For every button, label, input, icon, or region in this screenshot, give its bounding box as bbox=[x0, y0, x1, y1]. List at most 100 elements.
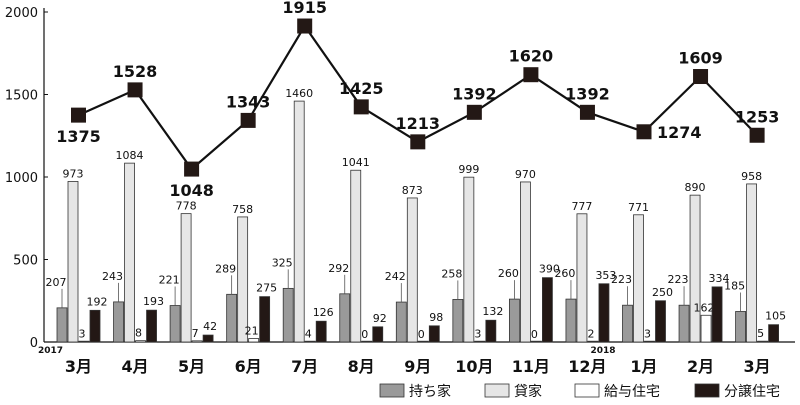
bar-value-label: 242 bbox=[385, 270, 406, 283]
bar-3-7 bbox=[417, 340, 429, 343]
line-value-label: 1392 bbox=[565, 84, 610, 103]
bar-1-9 bbox=[508, 298, 520, 343]
x-tick-label: 9月 bbox=[404, 357, 431, 376]
line-marker bbox=[523, 67, 539, 83]
bar-4-5 bbox=[315, 320, 327, 343]
bar-value-label: 5 bbox=[757, 327, 764, 340]
bar-value-label: 162 bbox=[694, 301, 715, 314]
bar-value-label: 3 bbox=[474, 328, 481, 341]
bar-1-8 bbox=[452, 299, 464, 343]
bar-value-label: 958 bbox=[741, 170, 762, 183]
bar-value-label: 260 bbox=[498, 267, 519, 280]
bar-value-label: 1041 bbox=[342, 156, 370, 169]
bar-2-12 bbox=[689, 194, 701, 343]
y-tick-label: 2000 bbox=[5, 6, 38, 21]
bar-1-10 bbox=[565, 298, 577, 343]
bar-3-9 bbox=[531, 340, 542, 343]
bar-3-11 bbox=[644, 340, 655, 343]
bar-4-2 bbox=[146, 309, 157, 343]
bar-value-label: 289 bbox=[215, 262, 236, 275]
bar-2-1 bbox=[67, 181, 79, 343]
bar-4-3 bbox=[202, 334, 214, 343]
bar-value-label: 7 bbox=[192, 327, 199, 340]
line-marker bbox=[466, 104, 482, 120]
bar-value-label: 0 bbox=[531, 328, 538, 341]
legend-label: 貸家 bbox=[514, 383, 542, 400]
line-marker bbox=[749, 127, 765, 143]
bar-group-10: 260 777 2 353 bbox=[554, 200, 616, 343]
bar-group-9: 260 970 0 390 bbox=[498, 168, 560, 343]
bar-2-10 bbox=[576, 213, 588, 343]
line-marker bbox=[410, 134, 426, 150]
bar-2-7 bbox=[406, 197, 418, 343]
line-value-label: 1343 bbox=[226, 92, 271, 111]
bar-value-label: 325 bbox=[272, 256, 293, 269]
line-marker bbox=[127, 82, 143, 98]
bar-4-9 bbox=[542, 277, 553, 343]
bar-value-label: 4 bbox=[305, 327, 312, 340]
bar-group-4: 289 758 21 275 bbox=[215, 203, 277, 343]
x-tick-label: 3月 bbox=[744, 357, 771, 376]
y-tick-label: 1500 bbox=[5, 89, 38, 104]
legend-item-1: 持ち家 bbox=[379, 383, 451, 400]
x-tick-label: 4月 bbox=[121, 357, 148, 376]
bar-3-5 bbox=[304, 340, 316, 343]
bar-value-label: 105 bbox=[765, 310, 786, 323]
bar-value-label: 292 bbox=[328, 262, 349, 275]
line-marker bbox=[693, 69, 709, 85]
bar-group-2: 243 1084 8 193 bbox=[102, 149, 164, 343]
bar-value-label: 0 bbox=[361, 328, 368, 341]
y-tick-label: 500 bbox=[13, 254, 38, 269]
bar-value-label: 207 bbox=[46, 276, 67, 289]
bar-4-1 bbox=[89, 309, 101, 343]
bar-value-label: 275 bbox=[256, 282, 277, 295]
line-marker bbox=[353, 99, 369, 115]
line-value-label: 1915 bbox=[282, 0, 327, 17]
bar-value-label: 258 bbox=[441, 267, 462, 280]
year-label: 2018 bbox=[591, 346, 616, 356]
bar-4-6 bbox=[372, 326, 384, 343]
line-value-label: 1620 bbox=[509, 47, 554, 66]
bar-2-11 bbox=[633, 214, 644, 343]
total-line-series: 1375 1528 1048 1343 1915 1425 1213 1392 1620 1392… bbox=[56, 0, 779, 200]
bar-value-label: 890 bbox=[685, 181, 706, 194]
bar-value-label: 873 bbox=[402, 184, 423, 197]
bar-3-8 bbox=[474, 340, 486, 343]
bar-value-label: 390 bbox=[539, 263, 560, 276]
bar-1-6 bbox=[339, 293, 351, 343]
bar-value-label: 3 bbox=[79, 328, 86, 341]
bar-4-12 bbox=[711, 286, 723, 343]
bar-value-label: 777 bbox=[571, 200, 592, 213]
bar-1-11 bbox=[622, 304, 633, 343]
x-tick-label: 1月 bbox=[630, 357, 657, 376]
bar-1-2 bbox=[113, 301, 124, 343]
bar-2-6 bbox=[350, 169, 362, 343]
bar-value-label: 223 bbox=[611, 273, 632, 286]
x-tick-label: 10月 bbox=[455, 357, 493, 376]
bar-3-6 bbox=[361, 340, 373, 343]
legend-label: 持ち家 bbox=[409, 383, 451, 400]
bar-value-label: 243 bbox=[102, 270, 123, 283]
bar-value-label: 3 bbox=[644, 328, 651, 341]
legend: 持ち家 貸家 給与住宅 分譲住宅 bbox=[379, 383, 780, 400]
bar-value-label: 98 bbox=[429, 311, 443, 324]
legend-label: 分譲住宅 bbox=[724, 384, 780, 400]
bar-3-2 bbox=[135, 340, 146, 343]
line-value-label: 1425 bbox=[339, 79, 384, 98]
x-tick-label: 11月 bbox=[512, 357, 550, 376]
bar-value-label: 250 bbox=[652, 286, 673, 299]
bar-value-label: 132 bbox=[482, 305, 503, 318]
x-tick-label: 2月 bbox=[687, 357, 714, 376]
bar-3-1 bbox=[78, 340, 90, 343]
year-label: 2017 bbox=[38, 346, 63, 356]
bar-2-4 bbox=[237, 216, 249, 343]
bar-1-13 bbox=[735, 311, 746, 343]
legend-label: 給与住宅 bbox=[604, 384, 660, 400]
legend-swatch bbox=[484, 383, 510, 398]
bar-1-4 bbox=[226, 293, 238, 343]
bar-3-10 bbox=[587, 340, 599, 343]
line-value-label: 1528 bbox=[113, 62, 158, 81]
bar-value-label: 192 bbox=[87, 295, 108, 308]
